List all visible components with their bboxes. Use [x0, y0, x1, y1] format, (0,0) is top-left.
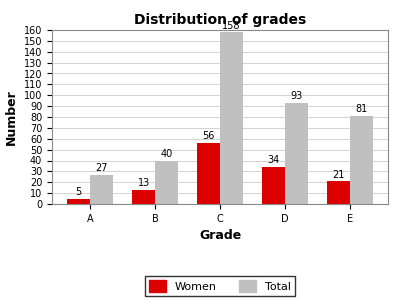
Text: 56: 56	[202, 131, 215, 142]
Text: 13: 13	[138, 178, 150, 188]
Legend: Women, Total: Women, Total	[145, 276, 295, 296]
Bar	[132, 190, 155, 204]
X-axis label: Grade: Grade	[199, 229, 241, 242]
Y-axis label: Number: Number	[5, 89, 18, 145]
Bar	[220, 32, 243, 204]
Text: 5: 5	[76, 187, 82, 197]
Bar	[67, 199, 90, 204]
Text: 34: 34	[268, 155, 280, 165]
Text: 21: 21	[332, 169, 345, 179]
Text: 93: 93	[290, 91, 302, 101]
Bar	[197, 143, 220, 204]
Text: 40: 40	[160, 149, 172, 159]
Bar	[90, 175, 113, 204]
Bar	[350, 116, 373, 204]
Bar	[262, 167, 285, 204]
Bar	[285, 103, 308, 204]
Title: Distribution of grades: Distribution of grades	[134, 14, 306, 27]
Text: 158: 158	[222, 20, 241, 31]
Text: 81: 81	[355, 104, 368, 114]
Text: 27: 27	[95, 163, 108, 173]
Bar	[327, 181, 350, 204]
Bar	[155, 160, 178, 204]
